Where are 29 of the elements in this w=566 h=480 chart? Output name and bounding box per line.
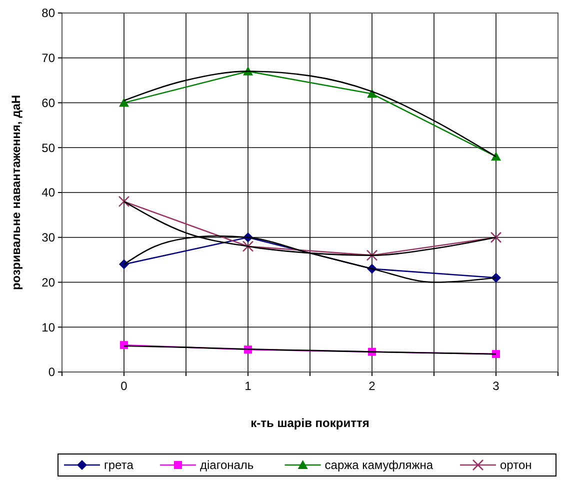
point (491, 152, 501, 161)
point (492, 350, 500, 358)
y-tick-label: 80 (42, 6, 56, 20)
y-tick-label: 40 (42, 186, 56, 200)
y-tick-label: 60 (42, 96, 56, 110)
y-axis-title: розривальне навантаження, даН (9, 94, 23, 290)
y-tick-label: 10 (42, 320, 56, 334)
y-tick-label: 70 (42, 51, 56, 66)
point (119, 98, 129, 107)
y-tick-label: 0 (48, 365, 56, 380)
legend-label: ортон (500, 458, 532, 472)
point (118, 196, 130, 208)
point (120, 341, 128, 350)
x-tick-label: 0 (120, 379, 128, 393)
y-tick-label: 20 (42, 275, 56, 290)
x-axis-title: к-ть шарів покриття (250, 416, 370, 430)
legend-label: діагональ (200, 458, 254, 472)
legend-label: грета (104, 458, 134, 472)
x-tick-label: 3 (492, 379, 500, 393)
y-tick-label: 50 (42, 140, 56, 155)
y-tick-label: 30 (42, 230, 56, 245)
point (119, 259, 129, 270)
x-tick-label: 1 (244, 379, 252, 393)
point (242, 240, 254, 252)
point (367, 88, 377, 98)
point (366, 250, 378, 261)
legend-label: саржа камуфляжна (324, 458, 434, 472)
point (490, 232, 502, 244)
x-tick-label: 2 (368, 379, 376, 393)
